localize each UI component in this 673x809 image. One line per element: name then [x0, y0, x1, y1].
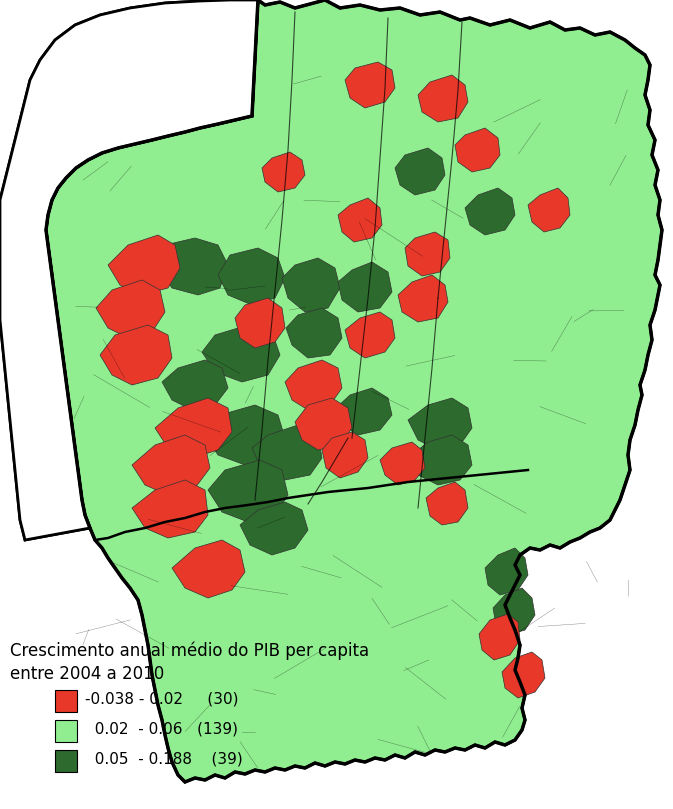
Polygon shape — [479, 614, 520, 660]
Text: -0.038 - 0.02     (30): -0.038 - 0.02 (30) — [85, 692, 238, 706]
Polygon shape — [322, 432, 368, 478]
Polygon shape — [208, 460, 288, 522]
Polygon shape — [252, 425, 322, 480]
Polygon shape — [455, 128, 500, 172]
Text: Crescimento anual médio do PIB per capita: Crescimento anual médio do PIB per capit… — [10, 642, 369, 660]
Polygon shape — [218, 248, 285, 305]
Polygon shape — [295, 398, 352, 450]
Text: 0.05  - 0.188    (39): 0.05 - 0.188 (39) — [85, 752, 243, 766]
Polygon shape — [0, 0, 258, 540]
Polygon shape — [285, 360, 342, 410]
Polygon shape — [380, 442, 425, 485]
Text: 0.02  - 0.06   (139): 0.02 - 0.06 (139) — [85, 722, 238, 736]
Polygon shape — [395, 148, 445, 195]
Polygon shape — [158, 238, 228, 295]
Polygon shape — [100, 325, 172, 385]
Polygon shape — [338, 198, 382, 242]
Polygon shape — [418, 75, 468, 122]
Polygon shape — [408, 435, 472, 485]
Polygon shape — [205, 405, 285, 465]
Polygon shape — [172, 540, 245, 598]
Polygon shape — [202, 325, 280, 382]
Polygon shape — [132, 435, 210, 495]
Polygon shape — [162, 360, 228, 410]
Text: entre 2004 a 2010: entre 2004 a 2010 — [10, 665, 164, 683]
Polygon shape — [338, 262, 392, 312]
Polygon shape — [528, 188, 570, 232]
Polygon shape — [0, 0, 258, 540]
Polygon shape — [96, 280, 165, 338]
Polygon shape — [132, 480, 208, 538]
Polygon shape — [405, 232, 450, 276]
Polygon shape — [493, 588, 535, 635]
Polygon shape — [155, 398, 232, 458]
Polygon shape — [108, 235, 180, 295]
Bar — [55, 720, 77, 742]
Bar — [55, 690, 77, 712]
Polygon shape — [286, 308, 342, 358]
Polygon shape — [426, 482, 468, 525]
Polygon shape — [502, 652, 545, 698]
Polygon shape — [465, 188, 515, 235]
Polygon shape — [282, 258, 340, 312]
Polygon shape — [345, 312, 395, 358]
Polygon shape — [185, 82, 235, 128]
Polygon shape — [485, 548, 528, 595]
Bar — [55, 750, 77, 772]
Polygon shape — [345, 62, 395, 108]
Polygon shape — [240, 502, 308, 555]
Polygon shape — [336, 388, 392, 435]
Polygon shape — [46, 0, 662, 782]
Polygon shape — [408, 398, 472, 450]
Polygon shape — [262, 152, 305, 192]
Polygon shape — [235, 298, 285, 348]
Polygon shape — [398, 275, 448, 322]
